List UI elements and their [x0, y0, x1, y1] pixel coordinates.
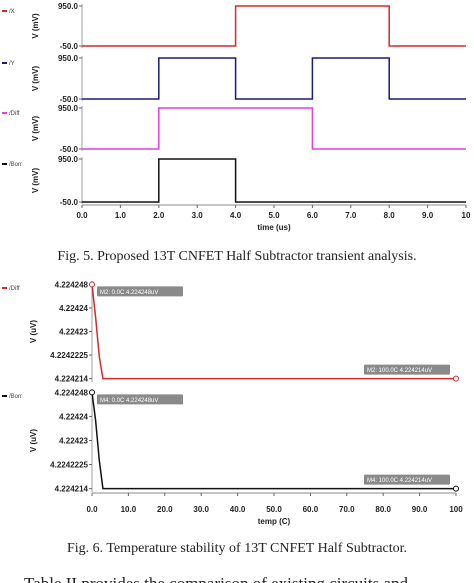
waveform	[91, 284, 456, 380]
legend-label: /Y	[9, 61, 15, 67]
y-tick-label: -50.0	[60, 42, 79, 51]
marker-label: M2: 100.0C 4.224214uV	[367, 368, 432, 374]
x-tick-label: 1.0	[115, 211, 127, 220]
x-tick-label: 5.0	[268, 211, 280, 220]
y-axis-label: V (uV)	[29, 320, 38, 343]
y-tick-label: 4.224248	[55, 280, 89, 289]
x-tick-label: 9.0	[422, 211, 434, 220]
y-tick-label: 950.0	[58, 155, 79, 164]
figure-caption: Fig. 5. Proposed 13T CNFET Half Subtract…	[57, 249, 416, 264]
waveform	[82, 5, 466, 47]
marker-label: M4: 100.0C 4.224214uV	[367, 478, 432, 484]
y-tick-label: 4.22424	[59, 412, 88, 421]
body-text: Table II provides the comparison of exis…	[24, 574, 409, 583]
y-tick-label: -50.0	[60, 145, 79, 154]
y-tick-label: 4.224214	[55, 485, 89, 494]
y-tick-label: 950.0	[58, 2, 79, 11]
x-tick-label: 100	[449, 505, 463, 514]
y-tick-label: 4.22423	[59, 437, 88, 446]
legend-label: /Diff	[9, 111, 20, 117]
y-tick-label: -50.0	[60, 198, 79, 207]
figure-caption: Fig. 6. Temperature stability of 13T CNF…	[67, 541, 407, 556]
x-tick-label: 40.0	[230, 505, 246, 514]
y-axis-label: V (mV)	[31, 168, 40, 194]
y-tick-label: 950.0	[58, 54, 79, 63]
x-tick-label: 0.0	[86, 505, 98, 514]
y-tick-label: 4.2242225	[50, 461, 88, 470]
x-axis-label: time (us)	[257, 223, 291, 232]
marker-point	[89, 281, 95, 288]
y-tick-label: 4.2242225	[50, 351, 88, 360]
y-tick-label: 4.224214	[55, 375, 89, 384]
y-tick-label: 4.22424	[59, 304, 88, 313]
x-tick-label: 80.0	[375, 505, 391, 514]
x-tick-label: 4.0	[230, 211, 242, 220]
x-tick-label: 8.0	[384, 211, 396, 220]
marker-label: M2: 0.0C 4.224248uV	[100, 290, 158, 296]
x-tick-label: 70.0	[339, 505, 355, 514]
waveform	[82, 158, 466, 203]
x-tick-label: 2.0	[153, 211, 165, 220]
legend-label: /Borr	[9, 162, 22, 168]
marker-box	[364, 474, 450, 485]
marker-point	[89, 389, 95, 396]
y-axis-label: V (mV)	[31, 116, 40, 142]
y-tick-label: -50.0	[60, 95, 79, 104]
y-tick-label: 4.22423	[59, 328, 88, 337]
y-axis-label: V (mV)	[31, 13, 40, 39]
y-tick-label: 4.224248	[55, 388, 89, 397]
marker-point	[453, 485, 459, 492]
x-tick-label: 10	[462, 211, 471, 220]
y-axis-label: V (uV)	[29, 429, 38, 452]
waveform	[91, 392, 456, 490]
y-axis-label: V (mV)	[31, 66, 40, 92]
x-tick-label: 60.0	[303, 505, 319, 514]
waveform	[82, 57, 466, 100]
waveform	[82, 107, 466, 150]
x-tick-label: 10.0	[121, 505, 137, 514]
x-tick-label: 3.0	[192, 211, 204, 220]
x-tick-label: 0.0	[76, 211, 88, 220]
legend-label: /X	[9, 9, 15, 15]
legend-label: /Diff	[9, 286, 20, 292]
x-axis-label: temp (C)	[258, 517, 291, 526]
x-tick-label: 50.0	[266, 505, 282, 514]
marker-box	[364, 364, 450, 375]
marker-box	[97, 394, 183, 405]
y-tick-label: 950.0	[58, 104, 79, 113]
x-tick-label: 30.0	[193, 505, 209, 514]
x-tick-label: 20.0	[157, 505, 173, 514]
legend-label: /Borr	[9, 394, 22, 400]
marker-point	[453, 375, 459, 382]
x-tick-label: 90.0	[412, 505, 428, 514]
marker-label: M4: 0.0C 4.224248uV	[100, 398, 158, 404]
x-tick-label: 7.0	[345, 211, 357, 220]
x-tick-label: 6.0	[307, 211, 319, 220]
marker-box	[97, 286, 183, 297]
